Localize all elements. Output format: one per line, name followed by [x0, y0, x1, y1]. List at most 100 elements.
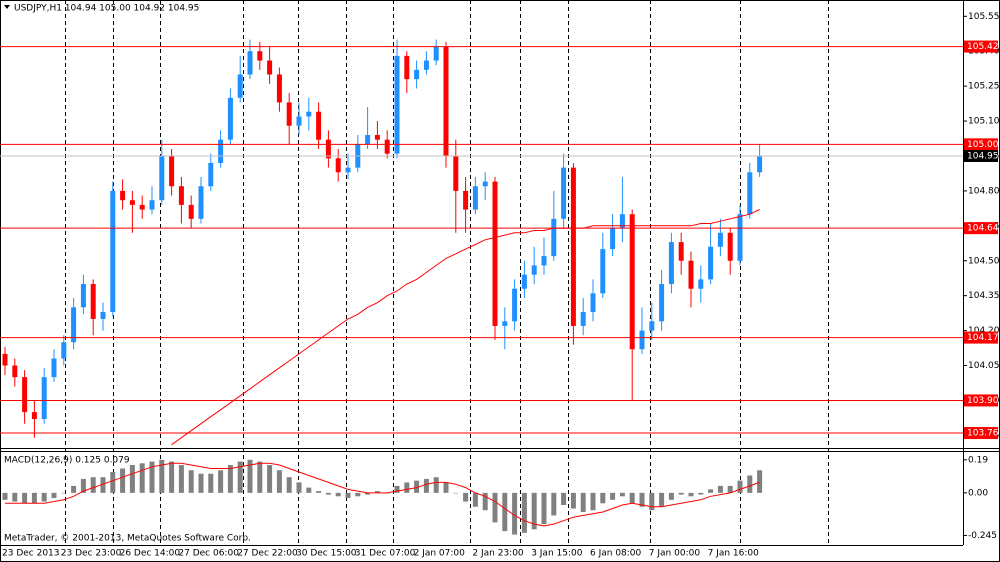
y-tick-label: 104.50: [968, 256, 1000, 266]
candle-body: [237, 74, 243, 98]
candle-body: [267, 60, 273, 75]
candle-body: [561, 167, 567, 219]
y-tick-label: 105.10: [968, 117, 1000, 127]
x-tick-label: 26 Dec 14:00: [120, 549, 181, 559]
candle-body: [159, 155, 165, 201]
candle-body: [365, 135, 371, 145]
candle-body: [551, 218, 557, 257]
macd-bar: [600, 492, 606, 504]
level-label-box: [964, 427, 998, 440]
macd-bar: [296, 482, 302, 493]
level-label: 103.76: [967, 429, 999, 439]
x-tick-label: 27 Dec 06:00: [178, 549, 239, 559]
macd-signal: [5, 462, 760, 527]
chart-title: USDJPY,H1 104.94 105.00 104.92 104.95: [14, 4, 199, 14]
candle-body: [227, 97, 233, 140]
x-tick-label: 23 Dec 2013: [2, 549, 60, 559]
macd-bar: [31, 492, 37, 504]
macd-bar: [649, 492, 655, 511]
macd-bar: [139, 463, 145, 493]
macd-bar: [100, 477, 106, 493]
x-tick-label: 7 Jan 16:00: [708, 549, 760, 559]
symbol-icon: [4, 5, 10, 9]
macd-bar: [463, 492, 469, 502]
macd-bar: [668, 492, 674, 500]
level-label: 104.17: [967, 333, 999, 343]
macd-bar: [551, 492, 557, 516]
candle-body: [374, 135, 380, 140]
macd-bar: [502, 492, 508, 532]
candle-body: [325, 139, 331, 159]
candle-body: [208, 162, 214, 187]
candle-body: [521, 274, 527, 289]
current-price-box: [964, 149, 998, 162]
level-label-box: [964, 40, 998, 53]
x-tick-label: 31 Dec 07:00: [355, 549, 416, 559]
macd-bar: [629, 492, 635, 504]
macd-bar: [482, 492, 488, 511]
macd-bar: [531, 492, 537, 530]
candle-body: [247, 51, 253, 75]
macd-bar: [257, 461, 263, 493]
candle-body: [169, 155, 175, 187]
x-tick-label: 30 Dec 15:00: [296, 549, 357, 559]
macd-bar: [698, 492, 704, 495]
candle-body: [414, 69, 420, 80]
macd-bar: [541, 492, 547, 525]
y-tick-label: 105.25: [968, 82, 1000, 92]
candle-body: [492, 181, 498, 326]
level-label-box: [964, 394, 998, 407]
macd-bar: [12, 492, 18, 502]
macd-bar: [472, 492, 478, 507]
candle-body: [708, 246, 714, 280]
macd-bar: [678, 492, 684, 495]
macd-bar: [286, 477, 292, 493]
macd-bar: [443, 482, 449, 493]
macd-bar: [610, 492, 616, 500]
candle-body: [747, 172, 753, 215]
candle-body: [659, 284, 665, 322]
macd-bar: [120, 468, 126, 493]
macd-bar: [227, 465, 233, 493]
macd-bar: [41, 492, 47, 502]
candle-body: [384, 139, 390, 154]
candle-body: [51, 358, 57, 378]
y-tick-label: 104.80: [968, 186, 1000, 196]
macd-bar: [737, 480, 743, 493]
macd-bar: [433, 477, 439, 493]
candle-body: [502, 321, 508, 326]
y-tick-label: 104.20: [968, 326, 1000, 336]
macd-bar: [345, 492, 351, 499]
candle-body: [757, 155, 763, 173]
x-tick-label: 3 Jan 15:00: [531, 549, 583, 559]
candle-body: [404, 55, 410, 80]
level-label-box: [964, 138, 998, 151]
candle-body: [2, 353, 8, 366]
macd-bar: [512, 492, 518, 535]
macd-bar: [325, 492, 331, 495]
candle-body: [580, 311, 586, 326]
candle-body: [727, 232, 733, 261]
macd-bar: [149, 461, 155, 493]
candle-body: [61, 342, 67, 359]
macd-bar: [570, 492, 576, 509]
candle-body: [600, 249, 606, 294]
candle-body: [198, 186, 204, 219]
x-tick-label: 23 Dec 23:00: [61, 549, 122, 559]
current-price-label: 104.95: [967, 151, 999, 161]
x-tick-label: 6 Jan 08:00: [590, 549, 642, 559]
macd-bar: [374, 491, 380, 493]
candle-body: [668, 242, 674, 285]
moving-average: [171, 209, 760, 446]
macd-bar: [80, 478, 86, 493]
macd-bar: [247, 459, 253, 493]
candle-body: [296, 116, 302, 126]
candle-body: [570, 167, 576, 326]
candle-body: [531, 265, 537, 275]
level-label-box: [964, 331, 998, 344]
macd-bar: [61, 492, 67, 494]
candle-body: [71, 307, 77, 343]
candle-body: [257, 51, 263, 61]
candle-body: [737, 214, 743, 261]
